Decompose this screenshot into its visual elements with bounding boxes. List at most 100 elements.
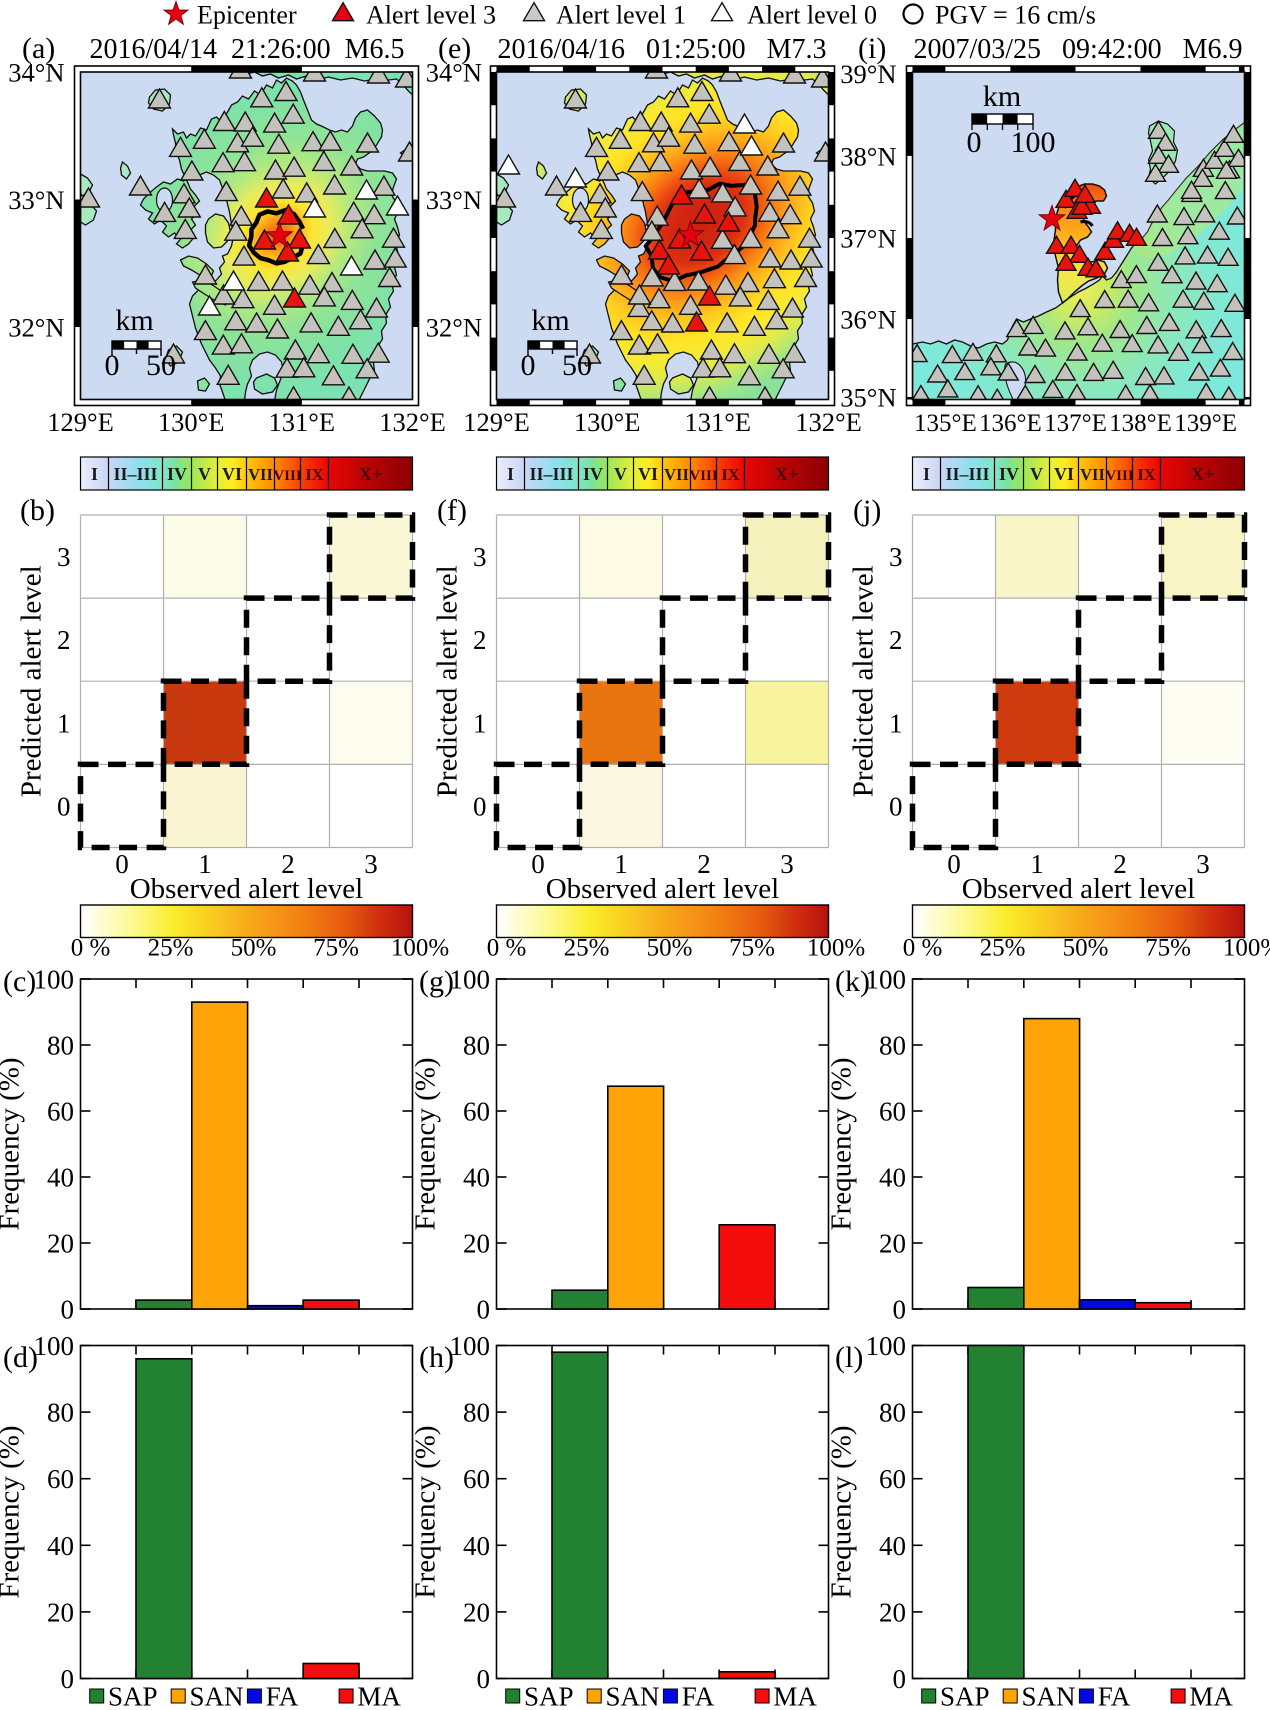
- svg-text:V: V: [614, 464, 627, 484]
- svg-text:80: 80: [879, 1398, 906, 1428]
- svg-text:33°N: 33°N: [426, 185, 482, 215]
- svg-text:Frequency (%): Frequency (%): [826, 1425, 858, 1598]
- svg-text:1: 1: [614, 849, 628, 879]
- svg-text:2016/04/16 01:25:00 M7.3: 2016/04/16 01:25:00 M7.3: [497, 34, 826, 65]
- svg-text:80: 80: [47, 1398, 74, 1428]
- svg-text:100%: 100%: [1223, 935, 1270, 962]
- svg-text:Frequency (%): Frequency (%): [410, 1057, 442, 1230]
- svg-text:50%: 50%: [231, 935, 277, 962]
- svg-text:FA: FA: [682, 1682, 715, 1710]
- svg-text:75%: 75%: [729, 935, 775, 962]
- svg-text:(b): (b): [20, 494, 55, 527]
- svg-text:34°N: 34°N: [8, 58, 64, 88]
- svg-text:I: I: [507, 464, 514, 484]
- svg-text:100: 100: [1011, 126, 1056, 159]
- svg-text:SAN: SAN: [190, 1682, 244, 1710]
- svg-text:Frequency (%): Frequency (%): [0, 1425, 26, 1598]
- svg-text:75%: 75%: [1145, 935, 1191, 962]
- svg-text:0: 0: [477, 1295, 491, 1325]
- svg-text:PGV = 16 cm/s: PGV = 16 cm/s: [935, 1, 1096, 30]
- svg-text:VI: VI: [222, 464, 242, 484]
- svg-text:20: 20: [879, 1597, 906, 1627]
- svg-text:80: 80: [47, 1031, 74, 1061]
- svg-text:0: 0: [893, 1295, 907, 1325]
- svg-text:40: 40: [47, 1163, 74, 1193]
- svg-text:SAP: SAP: [940, 1682, 990, 1710]
- svg-text:Alert level 3: Alert level 3: [366, 1, 496, 30]
- svg-text:80: 80: [463, 1398, 490, 1428]
- svg-text:IX: IX: [305, 465, 323, 484]
- svg-text:VI: VI: [1054, 464, 1074, 484]
- svg-text:36°N: 36°N: [840, 305, 896, 335]
- svg-text:VII: VII: [248, 465, 273, 484]
- svg-text:25%: 25%: [980, 935, 1026, 962]
- svg-text:40: 40: [47, 1531, 74, 1561]
- svg-text:137°E: 137°E: [1044, 410, 1107, 437]
- svg-text:SAP: SAP: [108, 1682, 158, 1710]
- svg-text:(j): (j): [853, 494, 881, 527]
- svg-text:50%: 50%: [1063, 935, 1109, 962]
- svg-text:60: 60: [463, 1464, 490, 1494]
- svg-text:(k): (k): [835, 965, 870, 998]
- svg-text:0 %: 0 %: [487, 935, 527, 962]
- svg-text:138°E: 138°E: [1109, 410, 1172, 437]
- svg-text:60: 60: [463, 1097, 490, 1127]
- svg-text:V: V: [198, 464, 211, 484]
- svg-text:100: 100: [450, 1331, 491, 1361]
- svg-text:SAN: SAN: [1022, 1682, 1076, 1710]
- svg-text:IX: IX: [721, 465, 739, 484]
- svg-text:V: V: [1030, 464, 1043, 484]
- svg-text:0: 0: [889, 791, 903, 821]
- svg-text:VIII: VIII: [273, 468, 302, 484]
- svg-text:139°E: 139°E: [1174, 410, 1237, 437]
- svg-text:II–III: II–III: [529, 464, 573, 484]
- svg-text:1: 1: [198, 849, 212, 879]
- svg-text:1: 1: [889, 708, 903, 738]
- svg-text:132°E: 132°E: [795, 407, 862, 437]
- svg-text:34°N: 34°N: [426, 58, 482, 88]
- svg-text:50: 50: [562, 349, 592, 382]
- svg-text:40: 40: [463, 1531, 490, 1561]
- svg-text:VII: VII: [664, 465, 689, 484]
- svg-text:(h): (h): [419, 1341, 454, 1374]
- svg-text:0: 0: [893, 1664, 907, 1694]
- svg-text:IV: IV: [999, 464, 1019, 484]
- svg-text:100: 100: [866, 1331, 907, 1361]
- svg-text:VIII: VIII: [1105, 468, 1134, 484]
- svg-text:2016/04/14 21:26:00 M6.5: 2016/04/14 21:26:00 M6.5: [89, 34, 404, 65]
- svg-text:0: 0: [477, 1664, 491, 1694]
- svg-text:50%: 50%: [647, 935, 693, 962]
- svg-text:1: 1: [473, 708, 487, 738]
- svg-text:100%: 100%: [807, 935, 865, 962]
- svg-text:80: 80: [463, 1031, 490, 1061]
- svg-text:IX: IX: [1137, 465, 1155, 484]
- svg-text:0: 0: [61, 1295, 75, 1325]
- svg-text:100: 100: [34, 965, 75, 995]
- svg-text:Frequency (%): Frequency (%): [0, 1057, 26, 1230]
- svg-text:0: 0: [967, 126, 982, 159]
- svg-text:100%: 100%: [391, 935, 449, 962]
- svg-text:75%: 75%: [313, 935, 359, 962]
- svg-text:0: 0: [531, 849, 545, 879]
- svg-text:2: 2: [697, 849, 711, 879]
- svg-text:50: 50: [146, 349, 176, 382]
- svg-text:(f): (f): [437, 494, 467, 527]
- svg-text:0: 0: [57, 791, 71, 821]
- svg-text:Predicted alert level: Predicted alert level: [847, 565, 879, 797]
- svg-text:(a): (a): [22, 32, 55, 65]
- svg-text:IV: IV: [167, 464, 187, 484]
- svg-text:1: 1: [57, 708, 71, 738]
- svg-text:0: 0: [473, 791, 487, 821]
- svg-text:129°E: 129°E: [463, 407, 530, 437]
- svg-text:FA: FA: [1098, 1682, 1131, 1710]
- svg-text:Observed alert level: Observed alert level: [962, 873, 1196, 905]
- svg-text:X+: X+: [359, 464, 382, 484]
- svg-text:100: 100: [34, 1331, 75, 1361]
- svg-text:60: 60: [47, 1097, 74, 1127]
- svg-text:3: 3: [889, 542, 903, 572]
- svg-text:60: 60: [47, 1464, 74, 1494]
- svg-text:km: km: [983, 80, 1021, 113]
- svg-text:0: 0: [105, 349, 120, 382]
- svg-text:33°N: 33°N: [8, 185, 64, 215]
- svg-text:3: 3: [1196, 849, 1210, 879]
